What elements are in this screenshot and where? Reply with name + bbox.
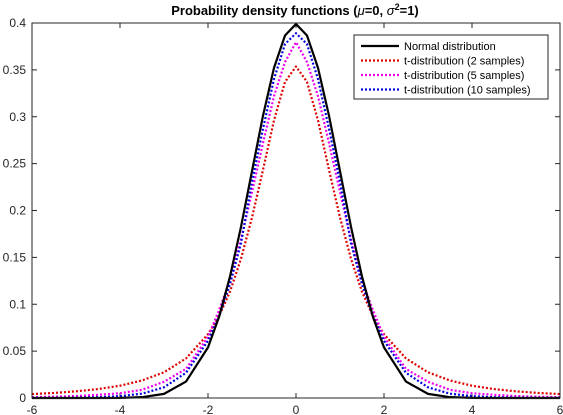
mu-symbol: μ <box>357 3 365 18</box>
series-line-0 <box>32 22 560 400</box>
legend-label-3: t-distribution (10 samples) <box>404 85 531 97</box>
legend: Normal distribution t-distribution (2 sam… <box>353 34 549 100</box>
chart-title: Probability density functions (μ=0, σ2=1… <box>171 2 419 18</box>
x-tick-label: 4 <box>469 403 476 415</box>
x-tick-label: 2 <box>381 403 388 415</box>
y-tick-label: 0 <box>19 391 26 405</box>
y-tick-label: 0.25 <box>3 157 27 171</box>
series-lines <box>31 22 561 400</box>
sigma-exponent: 2 <box>395 2 400 12</box>
y-tick-label: 0.1 <box>9 297 26 311</box>
x-tick-label: 6 <box>557 403 563 415</box>
x-tick-label: -6 <box>27 403 38 415</box>
y-tick-label: 0.15 <box>3 250 27 264</box>
series-line-1 <box>31 65 561 396</box>
y-axis: 0 0.05 0.1 0.15 0.2 0.25 0.3 0.35 0.4 <box>3 16 560 405</box>
plot-frame <box>31 22 561 399</box>
legend-label-0: Normal distribution <box>404 41 496 53</box>
sigma-symbol: σ <box>387 3 396 18</box>
y-tick-label: 0.4 <box>9 16 26 30</box>
legend-label-2: t-distribution (5 samples) <box>404 70 524 82</box>
y-tick-label: 0.35 <box>3 63 27 77</box>
x-tick-label: 0 <box>293 403 300 415</box>
series-line-3 <box>31 32 561 400</box>
y-tick-label: 0.3 <box>9 110 26 124</box>
y-tick-label: 0.05 <box>3 344 27 358</box>
x-tick-label: -2 <box>203 403 214 415</box>
legend-label-1: t-distribution (2 samples) <box>404 56 524 68</box>
y-tick-label: 0.2 <box>9 204 26 218</box>
x-tick-label: -4 <box>115 403 126 415</box>
